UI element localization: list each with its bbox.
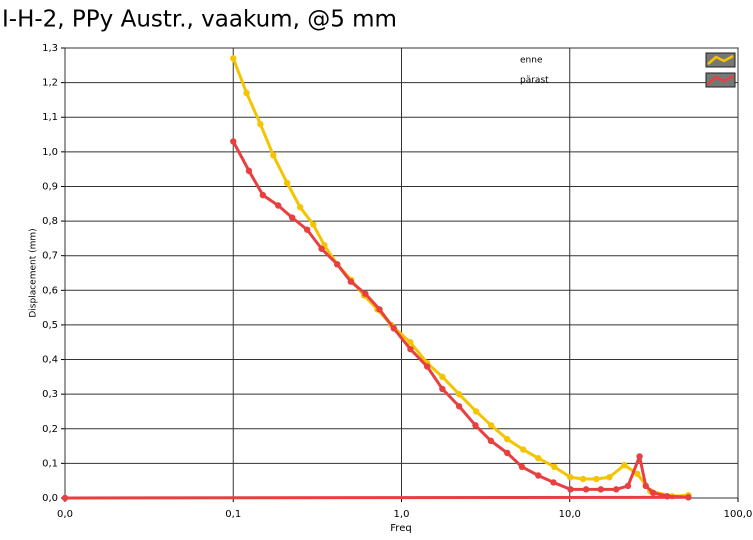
data-point (376, 306, 383, 313)
data-point (593, 475, 600, 483)
data-point (567, 486, 574, 493)
data-point (551, 463, 558, 471)
data-point (664, 493, 671, 500)
chart-title: I-H-2, PPy Austr., vaakum, @5 mm (2, 7, 397, 33)
y-axis-label: Displacement (mm) (29, 228, 39, 317)
y-tick-label: 0,8 (42, 216, 58, 227)
data-point (504, 449, 511, 457)
y-tick-label: 0,2 (42, 424, 58, 435)
data-point (613, 486, 620, 493)
data-point (362, 290, 369, 297)
data-point (504, 435, 511, 443)
data-point (243, 89, 250, 97)
y-tick-label: 0,3 (42, 389, 58, 400)
data-point (642, 482, 649, 490)
data-point (621, 461, 628, 469)
x-tick-label: 0,0 (57, 509, 73, 520)
data-point (472, 422, 479, 429)
data-point (579, 475, 587, 483)
x-tick-label: 0,1 (225, 509, 241, 520)
data-point (597, 486, 605, 493)
data-point (518, 463, 526, 471)
legend-label: pärast (520, 76, 549, 86)
x-tick-label: 10,0 (559, 509, 581, 520)
data-point (487, 422, 495, 429)
data-point (535, 472, 542, 479)
y-tick-label: 0,1 (42, 458, 58, 469)
x-tick-label: 100,0 (724, 509, 753, 520)
legend-swatch-line (707, 74, 734, 85)
data-point (473, 408, 480, 415)
data-point (230, 138, 237, 145)
data-point (649, 489, 657, 497)
data-point (318, 245, 325, 252)
data-point (685, 494, 692, 501)
y-tick-label: 1,3 (42, 43, 58, 54)
data-point (550, 479, 557, 486)
y-tick-label: 0,7 (42, 251, 58, 262)
data-point (407, 345, 414, 353)
data-point (636, 453, 643, 460)
data-point (439, 385, 446, 393)
data-point (270, 152, 277, 159)
data-point (520, 446, 527, 453)
data-point (297, 204, 304, 211)
y-tick-label: 0,5 (42, 320, 58, 331)
y-tick-label: 0,4 (42, 355, 58, 366)
data-point (61, 494, 69, 502)
y-tick-label: 0,0 (42, 493, 58, 504)
data-point (303, 226, 311, 233)
data-point (259, 191, 267, 199)
data-point (283, 179, 291, 187)
data-point (230, 55, 237, 62)
data-point (390, 325, 398, 332)
data-point (439, 373, 446, 381)
data-point (487, 437, 495, 445)
data-point (582, 486, 590, 493)
data-point (455, 403, 463, 410)
x-axis-label: Freq (390, 523, 411, 534)
data-point (606, 474, 613, 481)
y-tick-label: 0,9 (42, 181, 58, 192)
data-point (334, 261, 341, 268)
data-point (535, 454, 542, 462)
data-point (310, 221, 317, 228)
y-tick-label: 1,1 (42, 112, 58, 123)
y-tick-label: 1,0 (42, 147, 58, 158)
data-point (423, 363, 431, 370)
data-point (455, 390, 463, 398)
data-point (567, 474, 574, 481)
data-point (245, 167, 253, 175)
data-point (257, 120, 264, 128)
data-point (347, 278, 355, 285)
y-tick-label: 1,2 (42, 78, 58, 89)
data-point (275, 202, 282, 209)
x-tick-label: 1,0 (394, 509, 410, 520)
legend-swatch-line (707, 54, 734, 65)
data-point (407, 339, 414, 346)
legend-label: enne (520, 56, 543, 66)
data-point (288, 214, 296, 221)
y-tick-label: 0,6 (42, 285, 58, 296)
data-point (634, 470, 641, 477)
data-point (624, 482, 632, 490)
